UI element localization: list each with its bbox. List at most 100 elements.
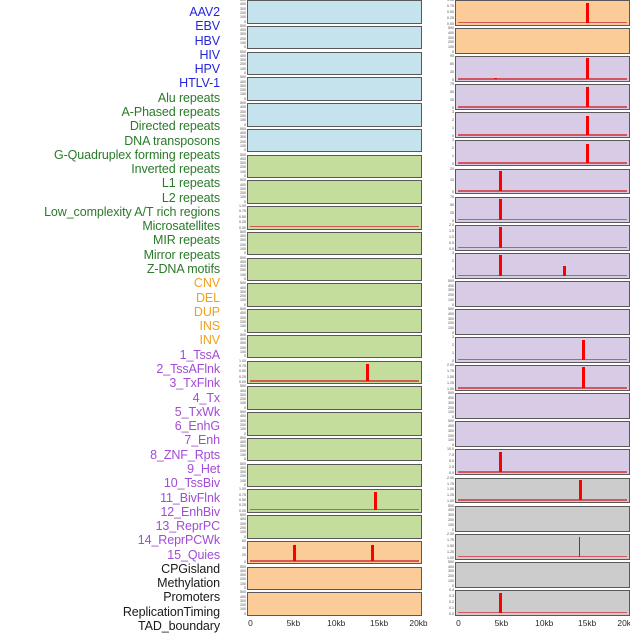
row-label-8-znf-rpts: 8_ZNF_Rpts <box>150 447 220 462</box>
track-baseline <box>250 560 419 562</box>
track-left-panel-23[interactable] <box>247 592 422 616</box>
y-axis-tick-label: 300 <box>240 341 246 346</box>
track-right-panel-17[interactable] <box>455 477 630 504</box>
y-axis-tick-label: 400 <box>240 388 246 393</box>
y-axis-tick-label: 0 <box>244 328 246 333</box>
track-plot-area <box>248 27 421 49</box>
track-spike <box>582 367 586 389</box>
track-left-panel-8[interactable] <box>247 206 422 230</box>
y-axis-tick-label: 25 <box>450 210 454 215</box>
track-left-panel-2[interactable] <box>247 51 422 76</box>
track-plot-area <box>456 366 629 390</box>
track-left-panel-13[interactable] <box>247 334 422 359</box>
y-axis-tick-label: 100 <box>448 326 454 331</box>
track-left-panel-12[interactable] <box>247 309 422 333</box>
track-right-panel-6[interactable] <box>455 168 630 195</box>
y-axis-tick-label: 75 <box>450 82 454 87</box>
y-axis-tick-label: 0.25 <box>239 220 246 225</box>
y-axis-tick-label: 0.75 <box>239 209 246 214</box>
track-right-panel-13[interactable] <box>455 365 630 392</box>
y-axis-tick-label: 200 <box>240 191 246 196</box>
track-left-panel-0[interactable] <box>247 0 422 24</box>
track-plot-area <box>456 141 629 165</box>
track-left-panel-4[interactable] <box>247 103 422 127</box>
y-axis-tick-label: 200 <box>240 62 246 67</box>
row-label-hbv: HBV <box>194 33 221 48</box>
y-axis-tick-label: 1 <box>452 351 454 356</box>
y-axis-tick-label: 0 <box>452 583 454 588</box>
y-axis-tick-label: 500 <box>240 49 246 54</box>
y-axis-tick-label: 0 <box>452 78 454 83</box>
y-axis-tick-label: 500 <box>240 23 246 28</box>
y-axis-tick-label: 3 <box>452 138 454 143</box>
y-axis-tick-label: 0 <box>452 162 454 167</box>
track-right-panel-8[interactable] <box>455 224 630 251</box>
y-axis-tick-label: 50 <box>450 202 454 207</box>
track-left-panel-9[interactable] <box>247 231 422 256</box>
y-axis-tick-label: 100 <box>448 45 454 50</box>
track-baseline <box>250 380 419 382</box>
x-axis-tick-label: 10kb <box>327 618 346 628</box>
track-right-panel-19[interactable] <box>455 533 630 560</box>
track-left-panel-1[interactable] <box>247 25 422 50</box>
y-axis-tick-label: 2.00 <box>447 475 454 480</box>
track-left-panel-16[interactable] <box>247 412 422 436</box>
row-label-g-quadruplex-forming-repeats: G-Quadruplex forming repeats <box>53 147 220 162</box>
row-label-methylation: Methylation <box>157 576 220 591</box>
track-right-panel-0[interactable] <box>455 0 630 26</box>
track-right-panel-21[interactable] <box>455 589 630 616</box>
y-axis-tick-label: 100 <box>240 169 246 174</box>
track-right-panel-11[interactable] <box>455 309 630 335</box>
track-right-panel-12[interactable] <box>455 337 630 363</box>
y-axis-tick-label: 500 <box>448 391 454 396</box>
track-right-panel-4[interactable] <box>455 112 630 139</box>
y-axis-tick-label: 2 <box>452 258 454 263</box>
y-axis-tick-label: 100 <box>240 143 246 148</box>
track-right-panel-10[interactable] <box>455 280 630 307</box>
track-right-panel-9[interactable] <box>455 252 630 279</box>
y-axis-tick-label: 0 <box>244 534 246 539</box>
track-left-panel-19[interactable] <box>247 489 422 513</box>
y-axis-tick-label: 0 <box>244 354 246 359</box>
track-right-panel-2[interactable] <box>455 56 630 83</box>
track-right-panel-5[interactable] <box>455 140 630 167</box>
y-axis-tick-label: 90 <box>450 54 454 59</box>
y-axis-tick-label: 10.0 <box>447 447 454 452</box>
track-right-panel-7[interactable] <box>455 196 630 223</box>
track-left-panel-11[interactable] <box>247 283 422 307</box>
track-left-panel-6[interactable] <box>247 154 422 179</box>
y-axis-tick-label: 200 <box>240 397 246 402</box>
track-left-panel-20[interactable] <box>247 515 422 539</box>
track-left-panel-14[interactable] <box>247 360 422 385</box>
row-label-13-reprpc: 13_ReprPC <box>155 519 221 534</box>
track-left-panel-15[interactable] <box>247 386 422 410</box>
y-axis-tick-label: 300 <box>240 289 246 294</box>
row-label-dup: DUP <box>193 304 220 319</box>
y-axis-tick-label: 0.75 <box>447 3 454 8</box>
track-right-panel-14[interactable] <box>455 393 630 420</box>
row-label-5-txwk: 5_TxWk <box>174 404 220 419</box>
y-axis-tick-label: 0 <box>452 274 454 279</box>
track-right-panel-20[interactable] <box>455 561 630 588</box>
track-left-panel-3[interactable] <box>247 77 422 101</box>
track-left-panel-17[interactable] <box>247 437 422 462</box>
track-plot-area <box>456 591 629 615</box>
track-left-panel-22[interactable] <box>247 566 422 591</box>
track-left-panel-10[interactable] <box>247 257 422 282</box>
track-right-panel-3[interactable] <box>455 84 630 111</box>
track-right-panel-16[interactable] <box>455 449 630 476</box>
y-axis-tick-label: 300 <box>448 35 454 40</box>
track-left-panel-18[interactable] <box>247 463 422 488</box>
track-plot-area <box>248 104 421 126</box>
y-axis-tick-label: 300 <box>240 444 246 449</box>
track-right-panel-1[interactable] <box>455 28 630 54</box>
track-left-panel-5[interactable] <box>247 128 422 153</box>
y-axis-tick-label: 400 <box>240 465 246 470</box>
x-axis-tick-label: 0 <box>456 618 461 628</box>
y-axis-tick-label: 300 <box>240 58 246 63</box>
track-left-panel-7[interactable] <box>247 180 422 204</box>
track-right-panel-15[interactable] <box>455 421 630 448</box>
y-axis-tick-label: 1.75 <box>447 537 454 542</box>
track-right-panel-18[interactable] <box>455 505 630 532</box>
track-left-panel-21[interactable] <box>247 540 422 565</box>
